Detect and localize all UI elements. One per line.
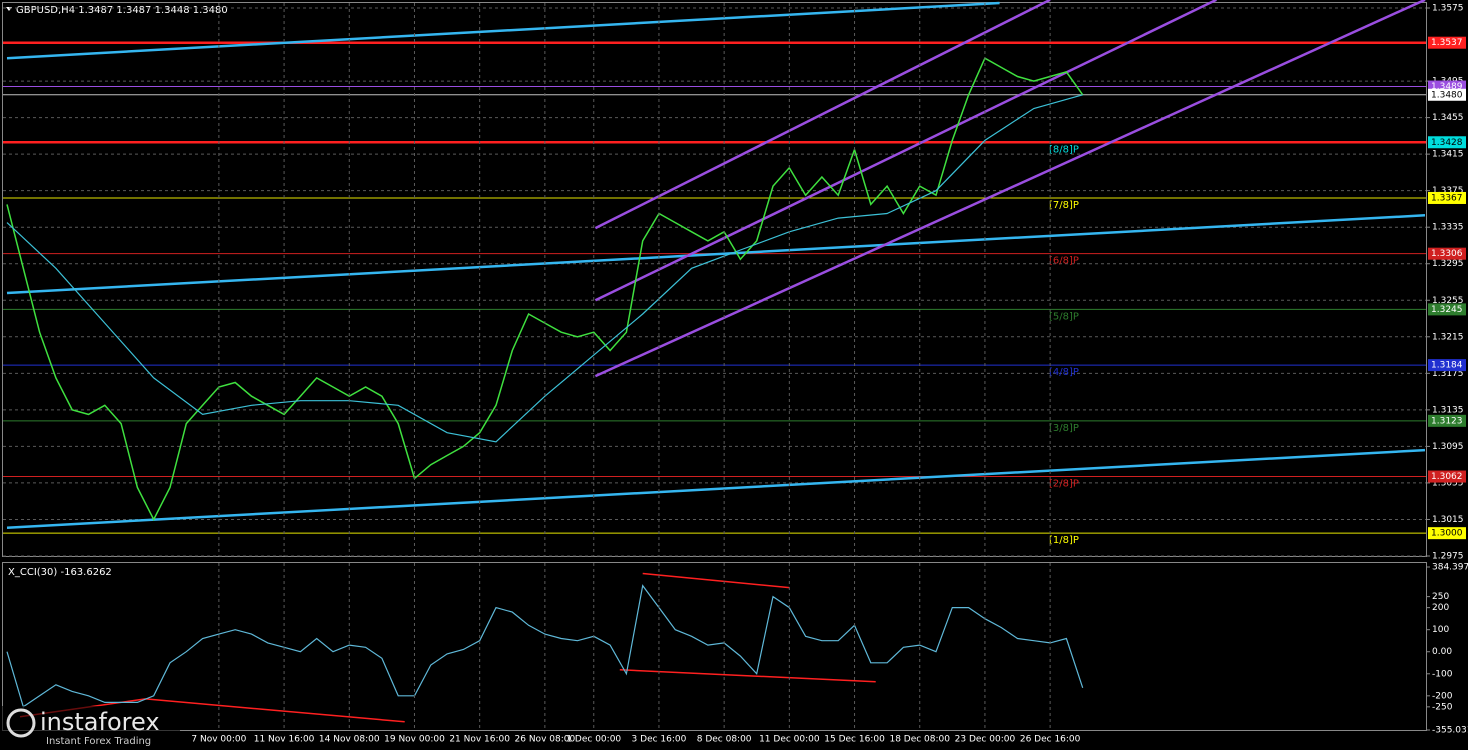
x-tick-label: 15 Dec 16:00 — [824, 735, 885, 745]
level-label: 1.3367 — [1431, 193, 1463, 203]
logo-tagline: Instant Forex Trading — [46, 736, 151, 747]
level-label-box — [1428, 88, 1466, 101]
x-tick-label: 21 Nov 16:00 — [449, 735, 510, 745]
level-label-box — [1428, 527, 1466, 540]
level-label-box — [1428, 191, 1466, 204]
y-tick-label: 100 — [1432, 625, 1449, 635]
trend-line — [642, 572, 790, 589]
y-tick-label: 1.3095 — [1432, 442, 1464, 452]
main-frame — [2, 2, 1427, 557]
y-tick-label: 0.00 — [1432, 647, 1452, 657]
x-tick-label: 14 Nov 08:00 — [319, 735, 380, 745]
level-label-box — [1428, 36, 1466, 49]
level-label-box — [1428, 359, 1466, 372]
trend-line — [594, 0, 1426, 378]
x-tick-label: 1 Dec 00:00 — [566, 735, 621, 745]
logo-text: instaforex — [40, 708, 160, 736]
y-tick-label: 1.3175 — [1432, 369, 1464, 379]
y-tick-label: -250 — [1432, 702, 1453, 712]
logo: instaforex Instant Forex Trading — [2, 706, 180, 748]
y-tick-label: 1.3575 — [1432, 4, 1464, 14]
logo-icon — [6, 708, 36, 738]
y-tick-label: -355.0311 — [1432, 726, 1468, 736]
chart-title: GBPUSD,H4 1.3487 1.3487 1.3448 1.3480 — [16, 5, 228, 16]
x-tick-label: 26 Nov 08:00 — [515, 735, 576, 745]
level-label: 1.3062 — [1431, 472, 1463, 482]
x-tick-label: 26 Dec 16:00 — [1020, 735, 1081, 745]
trend-line — [6, 448, 1426, 529]
level-label: 1.3306 — [1431, 249, 1463, 259]
trend-line — [145, 698, 405, 723]
level-label: 1.3000 — [1431, 529, 1463, 539]
level-label-box — [1428, 303, 1466, 316]
y-tick-label: 1.3455 — [1432, 113, 1464, 123]
level-label-box — [1428, 414, 1466, 427]
y-tick-label: 1.3055 — [1432, 478, 1464, 488]
x-tick-label: 11 Nov 16:00 — [254, 735, 315, 745]
trend-line — [6, 1, 1000, 60]
y-tick-label: 1.3255 — [1432, 296, 1464, 306]
y-tick-label: 1.3135 — [1432, 405, 1464, 415]
trend-line — [594, 0, 1051, 230]
x-tick-label: 11 Dec 00:00 — [759, 735, 820, 745]
murray-label: [2/8]P — [1049, 479, 1079, 490]
murray-label: [8/8]P — [1049, 144, 1079, 155]
y-tick-label: 1.3375 — [1432, 186, 1464, 196]
cci-line — [6, 584, 1084, 708]
level-label: 1.3184 — [1431, 361, 1463, 371]
y-tick-label: 384.3971 — [1432, 563, 1468, 573]
level-label-box — [1428, 470, 1466, 483]
murray-label: [4/8]P — [1049, 367, 1079, 378]
y-tick-label: -100 — [1432, 669, 1453, 679]
y-tick-label: 1.3215 — [1432, 332, 1464, 342]
y-tick-label: 1.3015 — [1432, 515, 1464, 525]
y-tick-label: 1.2975 — [1432, 552, 1464, 562]
level-label: 1.3428 — [1431, 138, 1463, 148]
y-tick-label: -200 — [1432, 691, 1453, 701]
level-label: 1.3480 — [1431, 90, 1463, 100]
murray-label: [5/8]P — [1049, 311, 1079, 322]
level-label: 1.3123 — [1431, 416, 1463, 426]
cci-frame — [2, 562, 1427, 731]
level-label-box — [1428, 247, 1466, 260]
y-tick-label: 1.3335 — [1432, 223, 1464, 233]
y-tick-label: 1.3415 — [1432, 150, 1464, 160]
x-tick-label: 3 Dec 16:00 — [632, 735, 687, 745]
trend-line — [594, 0, 1217, 302]
x-tick-label: 23 Dec 00:00 — [955, 735, 1016, 745]
x-tick-label: 8 Dec 08:00 — [697, 735, 752, 745]
moving-average — [6, 94, 1083, 443]
trend-line — [619, 669, 876, 683]
murray-label: [6/8]P — [1049, 256, 1079, 267]
cci-title: X_CCI(30) -163.6262 — [8, 567, 112, 578]
level-label-box — [1428, 136, 1466, 149]
logo-bg — [2, 706, 180, 748]
y-tick-label: 250 — [1432, 592, 1449, 602]
trend-line — [6, 214, 1426, 295]
x-tick-label: 7 Nov 00:00 — [191, 735, 246, 745]
level-label: 1.3537 — [1431, 38, 1463, 48]
murray-label: [3/8]P — [1049, 423, 1079, 434]
x-tick-label: 19 Nov 00:00 — [384, 735, 445, 745]
level-label: 1.3489 — [1431, 82, 1463, 92]
murray-label: [7/8]P — [1049, 200, 1079, 211]
y-tick-label: 200 — [1432, 603, 1449, 613]
level-label: 1.3245 — [1431, 305, 1463, 315]
y-tick-label: 1.3295 — [1432, 259, 1464, 269]
murray-label: [1/8]P — [1049, 535, 1079, 546]
x-tick-label: 18 Dec 08:00 — [889, 735, 950, 745]
